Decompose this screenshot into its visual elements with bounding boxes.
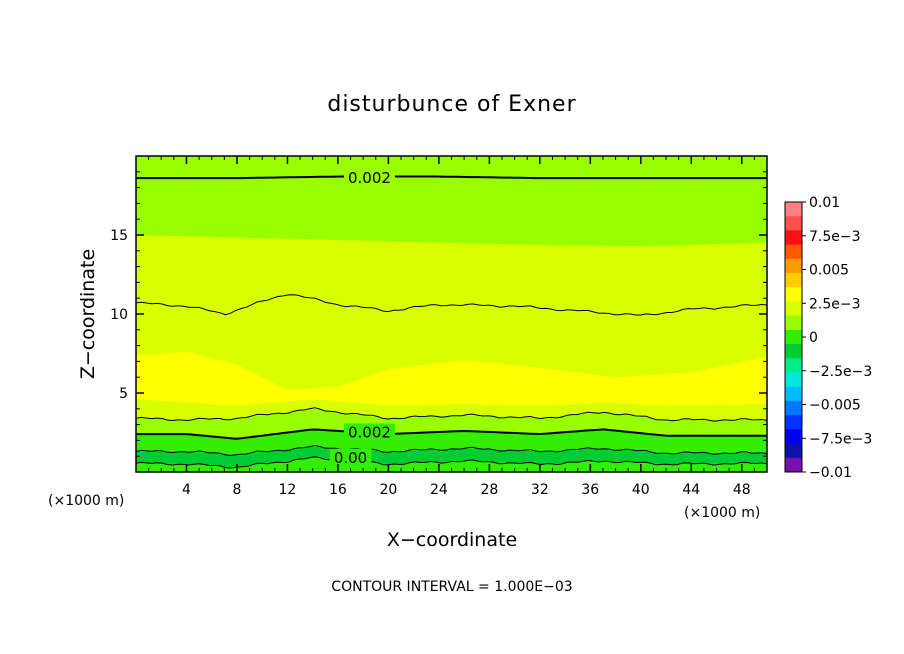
x-tick-label: 40 [632,482,650,498]
colorbar-label: 0 [809,330,818,346]
contour-label-bg [329,448,372,465]
colorbar-label: −0.01 [809,465,852,481]
colorbar-segment [785,244,802,260]
colorbar-segment [785,443,802,459]
contour-line-1 [136,294,767,316]
colorbar-label: −0.005 [809,398,861,414]
colorbar-segment [785,358,802,374]
contour-line-4 [136,444,767,457]
y-axis-title: Z−coordinate [77,249,99,379]
contour-label-layer: 0.002 0.002 0.00 [329,169,395,467]
colorbar-segment [785,230,802,246]
contour-line-3 [136,428,767,440]
y-axis-ticks: 5 10 15 [110,171,767,457]
fill-band-yellow-green [136,235,767,420]
contour-interval-text: CONTOUR INTERVAL = 1.000E−03 [331,579,572,595]
colorbar-segment [785,372,802,388]
colorbar-segment [785,273,802,288]
colorbar-label: 2.5e−3 [809,296,861,312]
colorbar-segment [785,287,802,302]
x-tick-label: 36 [581,482,599,498]
x-tick-label: 12 [279,482,297,498]
x-tick-label: 20 [379,482,397,498]
colorbar-segment [785,457,802,473]
colorbar-segment [785,216,802,231]
x-tick-label: 24 [430,482,448,498]
colorbar-segment [785,429,802,445]
fill-band-bright-green [136,446,767,468]
fill-band-yellow [136,352,767,406]
chart-title: disturbunce of Exner [327,92,576,117]
x-tick-label: 32 [531,482,549,498]
contour-line-layer [136,175,767,469]
x-unit-label-right: (×1000 m) [684,505,760,521]
colorbar-label: 7.5e−3 [809,229,861,245]
colorbar-label: 0.005 [809,263,849,279]
colorbar-segment [785,329,802,345]
colorbar-segment [785,400,802,416]
colorbar-segment [785,415,802,430]
x-tick-label: 28 [480,482,498,498]
contour-label: 0.00 [334,449,367,467]
x-tick-label: 16 [329,482,347,498]
x-tick-label: 8 [232,482,241,498]
x-axis-title: X−coordinate [387,529,517,551]
contour-line-0 [136,175,767,180]
colorbar-segment [785,315,802,331]
y-tick-label: 5 [119,386,128,402]
x-tick-label: 48 [733,482,751,498]
y-tick-label: 10 [110,307,128,323]
x-tick-label: 44 [682,482,700,498]
x-axis-ticks: 4 8 12 16 20 24 28 32 36 40 44 48 [148,156,755,498]
colorbar-segment [785,344,802,359]
contour-fill-layer [136,156,767,472]
colorbar-label: −7.5e−3 [809,431,872,447]
contour-label-bg [343,423,395,440]
colorbar-segment [785,386,802,402]
contour-label: 0.002 [348,424,391,442]
colorbar-label: 0.01 [809,195,840,211]
x-tick-label: 4 [182,482,191,498]
colorbar-label: −2.5e−3 [809,364,872,380]
contour-line-2 [136,407,767,422]
colorbar: 0.01 7.5e−3 0.005 2.5e−3 0 −2.5e−3 −0.005 −7.5e… [784,195,872,481]
y-tick-label: 15 [110,228,128,244]
colorbar-segment [785,202,802,217]
contour-line-5 [136,456,767,469]
x-unit-label-left: (×1000 m) [48,493,124,509]
colorbar-segment [785,258,802,274]
contour-label-bg [343,169,395,186]
colorbar-segment [785,301,802,317]
contour-label: 0.002 [348,169,391,187]
